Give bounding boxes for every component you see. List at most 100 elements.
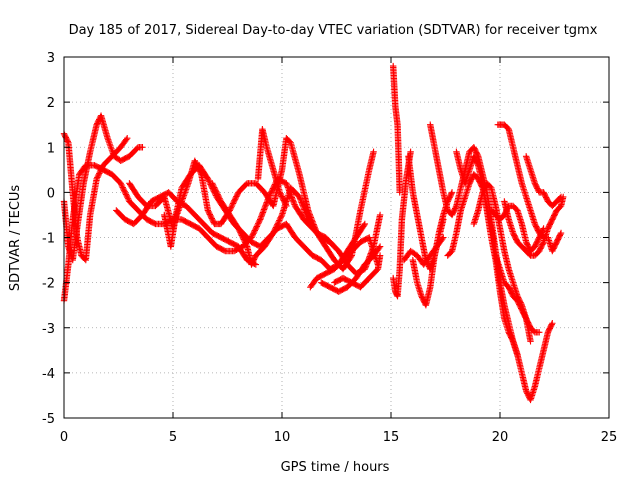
data-point (276, 215, 284, 223)
data-point (509, 336, 516, 344)
data-point (277, 191, 285, 199)
series-track (254, 126, 290, 210)
data-point (215, 192, 222, 200)
data-point (252, 224, 260, 231)
data-point (448, 189, 456, 196)
data-point (208, 215, 216, 222)
data-point (122, 189, 129, 197)
data-point (235, 225, 242, 232)
data-point (360, 221, 368, 229)
data-point (557, 231, 564, 238)
series-track (389, 148, 414, 300)
data-point (275, 218, 282, 226)
data-point (231, 196, 239, 203)
data-point (255, 219, 263, 226)
data-point (95, 171, 102, 178)
data-point (139, 144, 146, 151)
data-point (195, 165, 202, 173)
data-point (196, 167, 203, 174)
data-point (209, 216, 216, 224)
y-tick-label: -5 (42, 412, 55, 427)
y-tick-label: -1 (42, 232, 55, 247)
data-point (376, 243, 384, 250)
data-point (251, 227, 259, 234)
data-point (193, 161, 200, 169)
data-point (213, 189, 221, 197)
series-track (331, 252, 384, 291)
data-point (279, 194, 286, 201)
axis-layer: 0 5 10 15 20 25 -5 -4 -3 -2 -1 0 1 2 3 (42, 51, 617, 445)
data-point (213, 188, 220, 195)
data-point (276, 217, 283, 224)
y-tick-label: 1 (47, 141, 55, 156)
data-point (448, 190, 455, 197)
data-point (237, 230, 245, 238)
y-tick-label: -4 (42, 367, 55, 382)
data-point (548, 321, 555, 328)
series-track (307, 234, 382, 291)
data-point (237, 229, 244, 236)
data-point (283, 202, 290, 210)
series-track (522, 153, 565, 210)
data-point (539, 240, 547, 247)
data-point (205, 208, 212, 215)
data-point (122, 191, 130, 198)
data-point (94, 174, 101, 181)
data-point (269, 186, 276, 194)
data-point (278, 213, 285, 220)
data-point (254, 220, 262, 227)
data-point (205, 209, 213, 217)
data-point (192, 160, 200, 167)
data-point (254, 221, 261, 229)
data-point (249, 231, 257, 238)
data-point (124, 194, 131, 201)
data-point (274, 221, 281, 228)
data-point (204, 207, 212, 214)
data-point (331, 243, 338, 250)
data-point (151, 220, 158, 227)
data-point (280, 197, 287, 204)
x-tick-label: 5 (169, 430, 177, 445)
y-tick-label: 0 (47, 186, 55, 201)
data-point (216, 195, 223, 202)
series-track (453, 148, 521, 359)
data-point (205, 177, 212, 184)
data-point (209, 181, 217, 188)
data-point (270, 228, 278, 235)
data-point (375, 244, 383, 252)
data-point (123, 192, 130, 200)
data-point (557, 229, 565, 237)
data-point (240, 236, 247, 243)
series-track (409, 189, 456, 309)
data-point (253, 223, 261, 230)
data-point (119, 184, 126, 191)
data-point (557, 193, 565, 201)
data-point (281, 198, 288, 206)
data-point (274, 220, 282, 227)
series-track (427, 121, 556, 404)
data-point (117, 180, 124, 187)
data-point (370, 148, 377, 155)
data-point (452, 204, 459, 211)
data-layer (60, 62, 567, 404)
data-point (250, 228, 258, 236)
data-point (239, 233, 246, 241)
data-point (277, 214, 284, 221)
data-point (197, 169, 204, 177)
data-point (211, 185, 219, 193)
data-point (120, 185, 127, 193)
data-point (330, 242, 337, 249)
data-point (210, 182, 217, 190)
data-point (93, 175, 100, 183)
data-point (243, 241, 250, 249)
data-point (118, 182, 126, 190)
data-point (278, 193, 285, 200)
data-point (206, 211, 214, 218)
data-point (207, 212, 214, 220)
data-point (527, 338, 534, 345)
data-point (271, 227, 278, 234)
chart-title: Day 185 of 2017, Sidereal Day-to-day VTE… (69, 23, 598, 38)
data-point (474, 160, 481, 168)
data-point (361, 220, 369, 228)
